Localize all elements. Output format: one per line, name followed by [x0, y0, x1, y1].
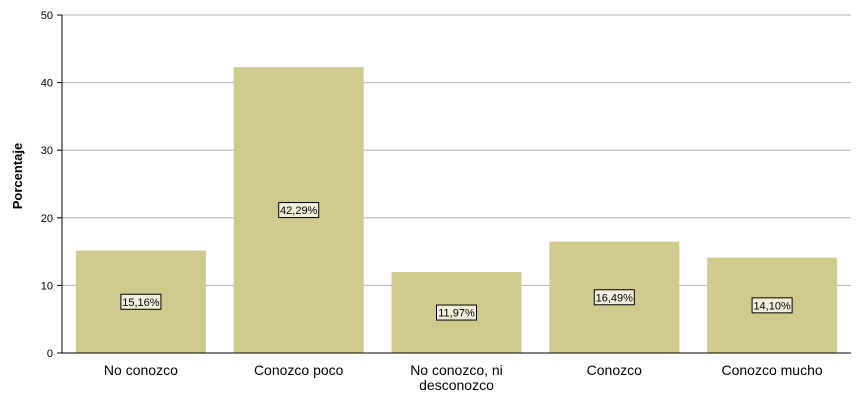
y-tick-label: 50 — [41, 10, 53, 22]
y-tick-label: 0 — [47, 348, 53, 360]
y-tick-label: 20 — [41, 213, 53, 225]
x-category-label: Conozco mucho — [722, 362, 823, 378]
data-label: 15,16% — [122, 297, 160, 309]
data-label: 14,10% — [753, 300, 791, 312]
y-tick-label: 40 — [41, 78, 53, 90]
x-category-label: No conozco — [104, 362, 178, 378]
axes — [61, 15, 851, 354]
y-tick-label: 30 — [41, 145, 53, 157]
data-label: 16,49% — [596, 292, 634, 304]
y-axis-title: Porcentaje — [10, 143, 25, 209]
data-label-box — [751, 297, 793, 314]
data-label-box — [436, 304, 477, 321]
data-label: 42,29% — [280, 205, 318, 217]
data-label-box — [278, 202, 320, 219]
x-category-label: Conozco — [587, 362, 642, 378]
x-category-labels: No conozco Conozco poco No conozco, nidesc… — [104, 362, 823, 393]
y-tick-label: 10 — [41, 280, 53, 292]
data-label-box — [120, 293, 162, 310]
x-category-label: Conozco poco — [254, 362, 344, 378]
data-label-box — [593, 289, 635, 306]
data-label: 11,97% — [438, 308, 475, 320]
y-tick-labels: 0 10 20 30 40 50 — [41, 10, 53, 360]
x-category-label: desconozco — [419, 377, 494, 393]
x-category-label: No conozco, ni — [410, 362, 503, 378]
bars: 15,16% 42,29% 11,97% 16,49% 14,10% — [75, 67, 838, 353]
